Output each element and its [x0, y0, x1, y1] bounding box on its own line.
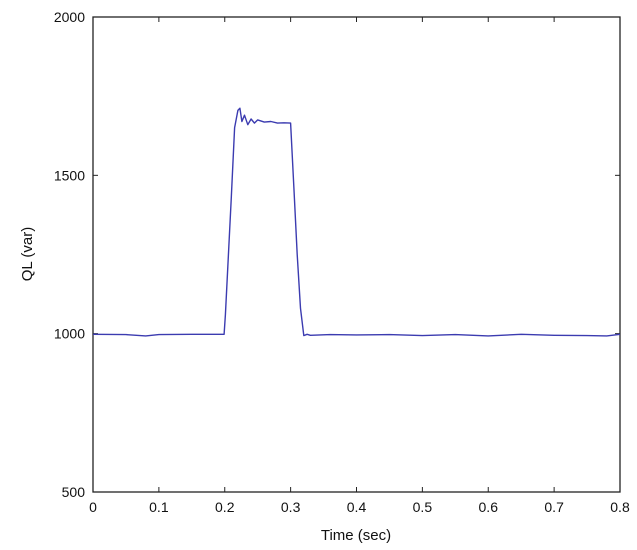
- x-tick-label: 0.7: [544, 499, 564, 515]
- plot-area: [92, 16, 621, 493]
- x-tick-label: 0.1: [149, 499, 169, 515]
- y-axis: 500 1000 1500 2000: [54, 9, 620, 500]
- y-tick-label: 500: [62, 484, 86, 500]
- y-tick-label: 1000: [54, 326, 85, 342]
- x-tick-label: 0: [89, 499, 97, 515]
- y-axis-label: QL (var): [19, 227, 36, 281]
- x-tick-label: 0.3: [281, 499, 301, 515]
- series-line: [92, 107, 621, 337]
- x-axis-label: Time (sec): [321, 527, 391, 544]
- x-tick-label: 0.5: [413, 499, 433, 515]
- x-axis: 0 0.1 0.2 0.3 0.4 0.5 0.6 0.7 0.8: [89, 17, 630, 515]
- x-tick-label: 0.2: [215, 499, 235, 515]
- x-tick-label: 0.6: [479, 499, 499, 515]
- x-tick-label: 0.8: [610, 499, 630, 515]
- y-tick-label: 1500: [54, 167, 85, 183]
- x-tick-label: 0.4: [347, 499, 367, 515]
- y-tick-label: 2000: [54, 9, 85, 25]
